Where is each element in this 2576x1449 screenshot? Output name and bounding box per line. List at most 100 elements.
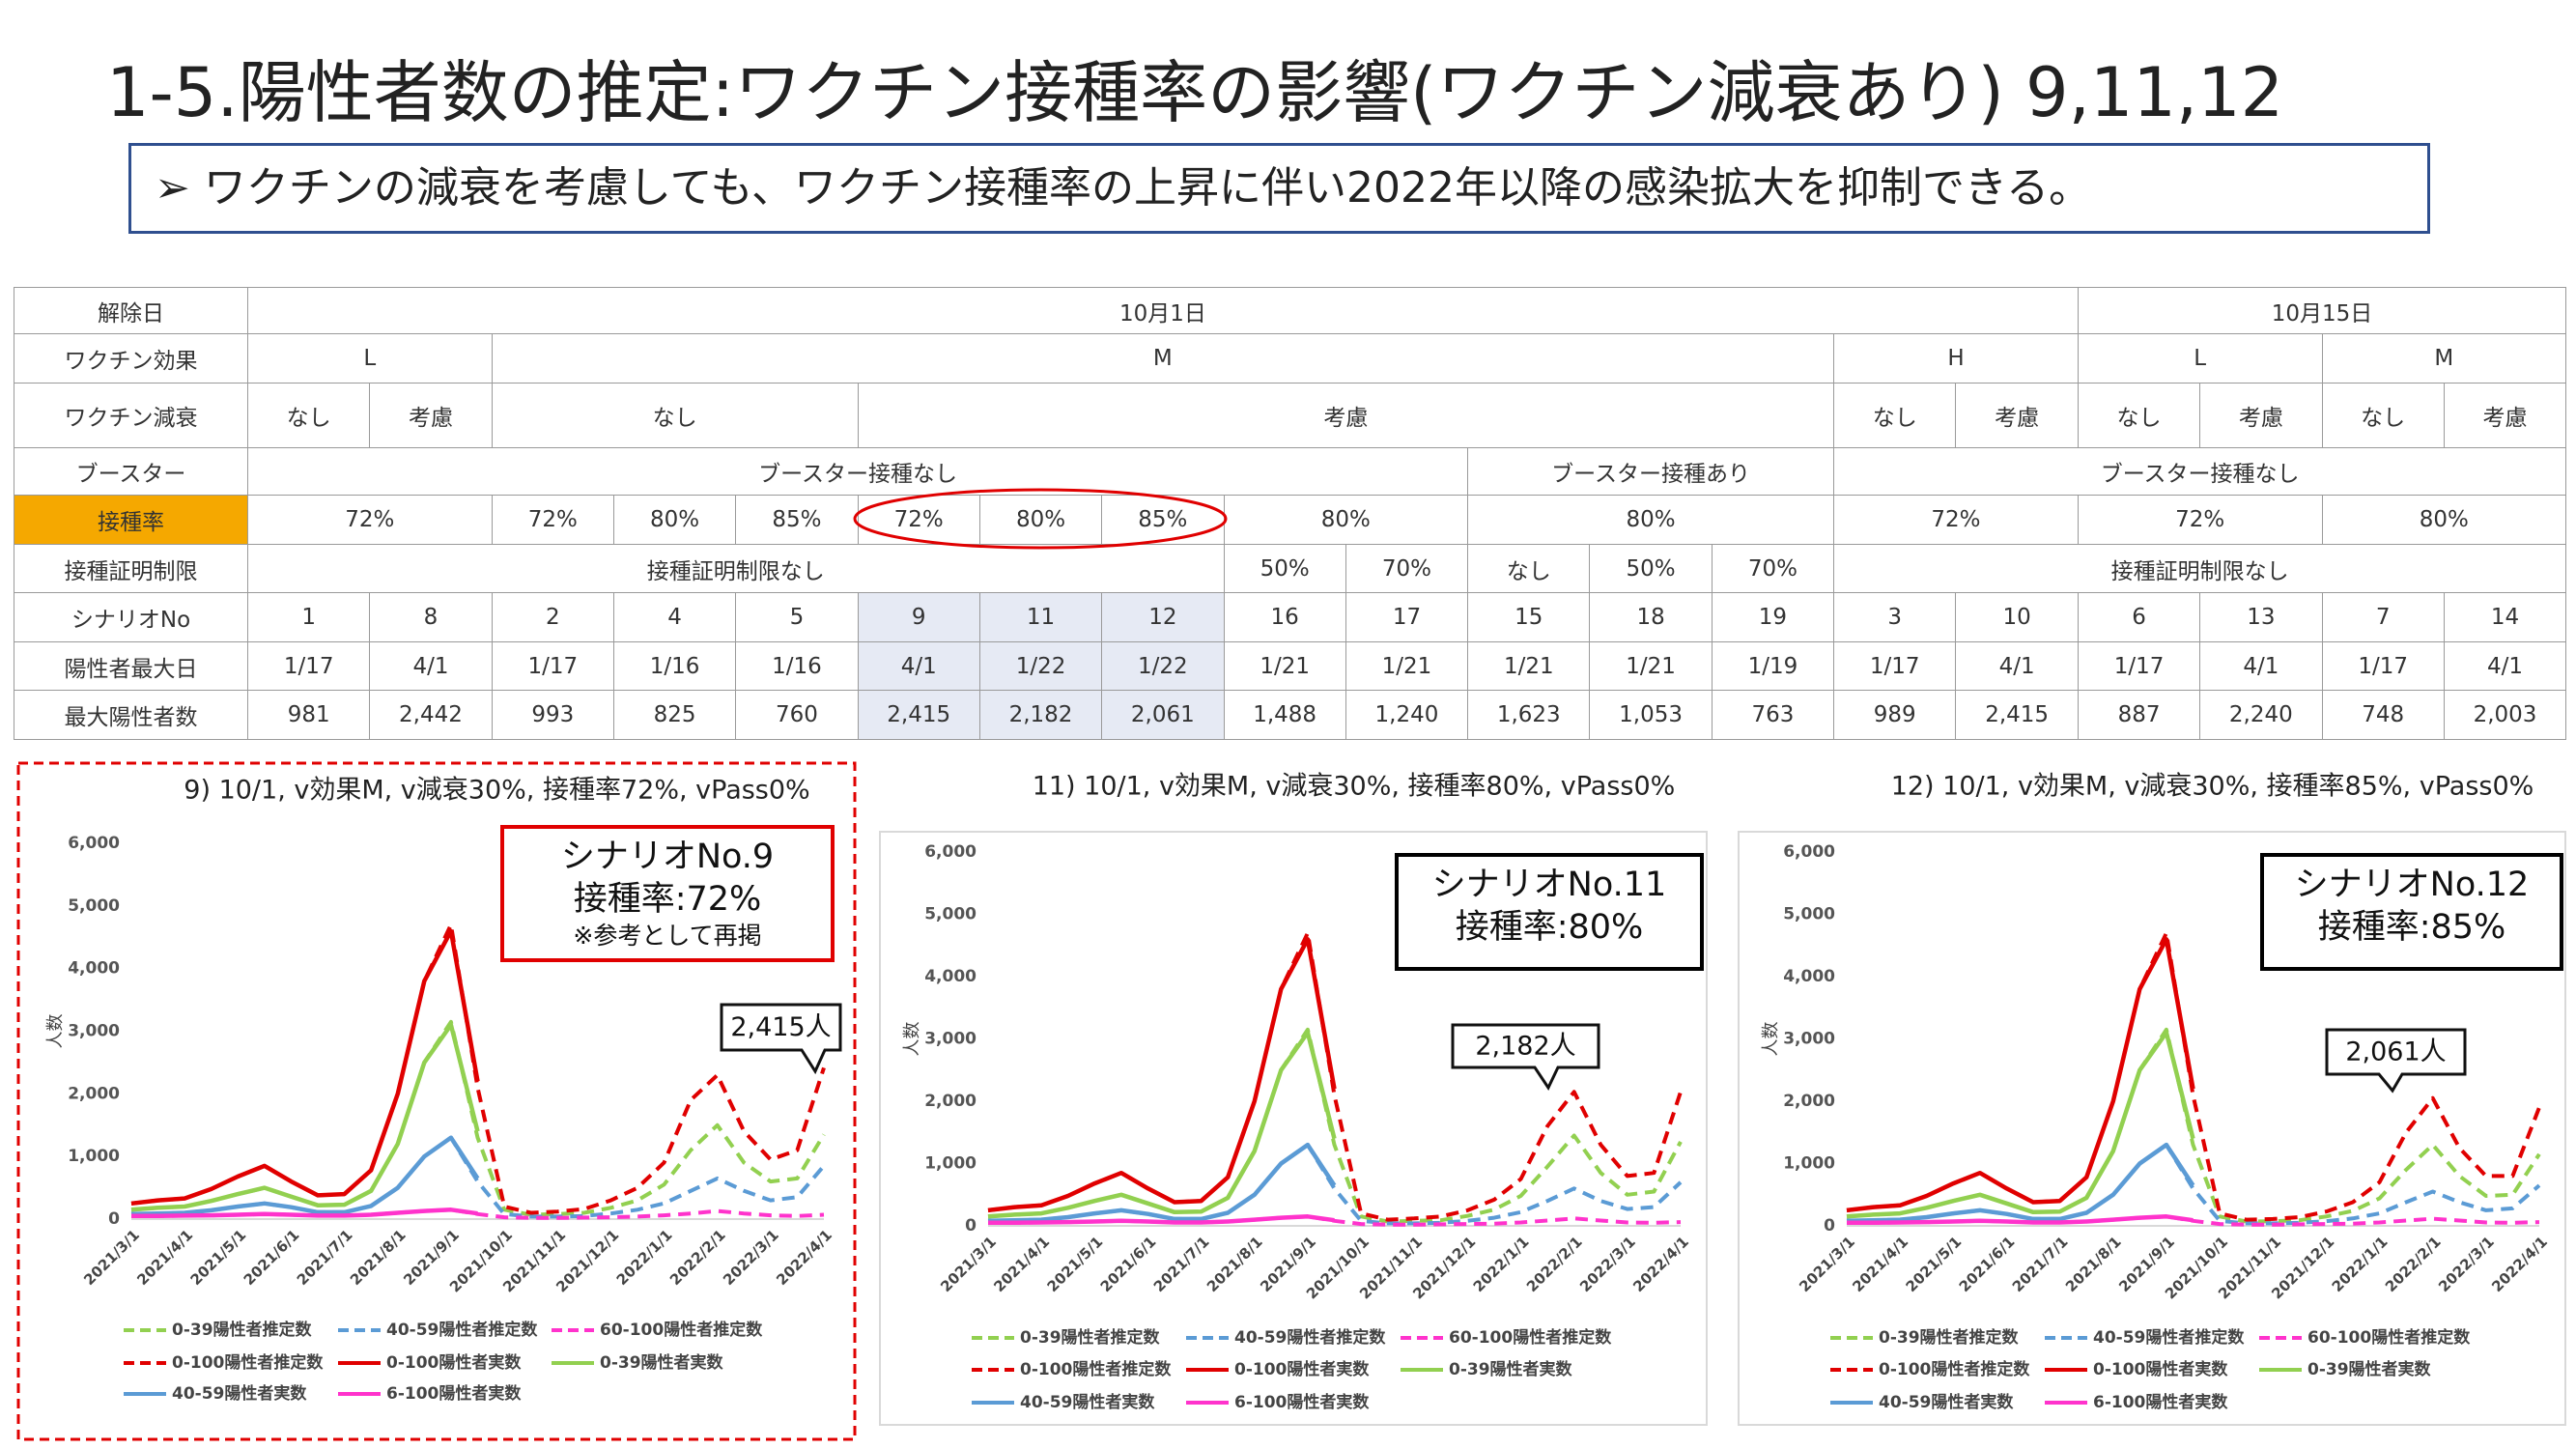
y-tick-label: 6,000	[924, 842, 977, 862]
table-cell: 2,240	[2199, 690, 2323, 740]
chart-panel: 12) 10/1, v効果M, v減衰30%, 接種率85%, vPass0% 人…	[1738, 772, 2566, 1426]
series-line	[987, 1027, 1683, 1224]
scenario-box-text: 接種率:72%	[574, 880, 762, 919]
x-tick-label: 2021/5/1	[187, 1226, 250, 1289]
table-cell: 1/16	[735, 641, 859, 691]
table-cell: 50%	[1223, 544, 1346, 593]
table-cell: 85%	[1101, 495, 1225, 545]
row-header: 接種証明制限	[14, 544, 248, 593]
x-tick-label: 2021/7/1	[294, 1226, 356, 1289]
legend-label: 0-100陽性者推定数	[1020, 1359, 1172, 1379]
x-tick-label: 2021/3/1	[1796, 1233, 1858, 1295]
table-cell: 80%	[1223, 495, 1469, 545]
x-tick-label: 2022/3/1	[2435, 1233, 2498, 1295]
callout-box	[720, 1003, 842, 1075]
y-tick-label: 2,000	[1783, 1092, 1835, 1111]
table-cell: なし	[2321, 383, 2445, 448]
x-tick-label: 2021/8/1	[347, 1226, 410, 1289]
x-tick-label: 2021/6/1	[1956, 1233, 2019, 1295]
legend-label: 0-100陽性者実数	[1234, 1359, 1370, 1379]
table-cell: 85%	[735, 495, 859, 545]
x-tick-label: 2022/3/1	[1576, 1233, 1639, 1295]
series-line	[130, 1019, 826, 1217]
legend-label: 60-100陽性者推定数	[2307, 1327, 2471, 1348]
y-tick-label: 4,000	[68, 959, 120, 979]
table-cell: 1,623	[1467, 690, 1591, 740]
table-row: 接種率 72% 72% 80% 85% 72% 80% 85% 80% 80% 72% 72% 80%	[14, 495, 2567, 545]
row-header: 接種率	[14, 495, 248, 545]
scenario-box-text: 接種率:80%	[1456, 908, 1644, 947]
legend-label: 0-100陽性者実数	[386, 1352, 522, 1373]
table-cell: ブースター接種あり	[1467, 447, 1835, 496]
panel-border	[879, 831, 1708, 1426]
y-axis-label: 人数	[902, 1022, 922, 1057]
series-line	[988, 1214, 1335, 1226]
series-line	[130, 1135, 480, 1217]
table-cell: 1/17	[1833, 641, 1957, 691]
series-line	[1846, 930, 2541, 1222]
series-line	[1846, 1030, 2195, 1219]
table-cell: 1/17	[2321, 641, 2445, 691]
y-tick-label: 2,000	[68, 1084, 120, 1103]
table-cell: 993	[491, 690, 614, 740]
table-cell: 1,488	[1223, 690, 1346, 740]
y-tick-label: 5,000	[924, 905, 977, 924]
table-cell: L	[247, 333, 493, 384]
table-cell: なし	[2077, 383, 2201, 448]
callout-text: 2,061人	[2345, 1037, 2446, 1067]
series-line	[1846, 1143, 2541, 1226]
row-header: ブースター	[14, 447, 248, 496]
table-cell: 1	[246, 592, 371, 642]
series-line	[987, 1143, 1683, 1226]
row-header: 解除日	[14, 287, 248, 334]
series-line	[131, 1208, 478, 1219]
series-line	[1847, 1214, 2540, 1227]
series-line	[131, 1208, 825, 1220]
table-cell: 考慮	[857, 383, 1835, 448]
table-cell: 748	[2321, 690, 2445, 740]
scenario-box	[500, 825, 835, 962]
table-cell: 760	[735, 690, 859, 740]
legend-label: 40-59陽性者推定数	[2093, 1327, 2245, 1348]
table-cell: 4/1	[857, 641, 980, 691]
row-header: 陽性者最大日	[14, 641, 248, 691]
y-tick-label: 3,000	[1783, 1030, 1835, 1049]
table-row: ワクチン効果 L M H L M	[14, 333, 2567, 384]
series-line	[987, 937, 1337, 1213]
table-row: 最大陽性者数 981 2,442 993 825 760 2,415 2,182 2,061 1,…	[14, 690, 2567, 740]
panel-border	[16, 761, 857, 1441]
series-line	[1846, 937, 2195, 1213]
table-cell: 18	[1589, 592, 1713, 642]
legend-label: 40-59陽性者実数	[172, 1383, 307, 1404]
scenario-box-text: シナリオNo.11	[1432, 866, 1667, 904]
y-tick-label: 6,000	[68, 834, 120, 853]
legend-label: 40-59陽性者推定数	[1234, 1327, 1386, 1348]
series-line	[130, 1022, 480, 1212]
x-tick-label: 2022/2/1	[1523, 1233, 1586, 1295]
table-cell: 考慮	[369, 383, 493, 448]
x-tick-label: 2021/7/1	[2009, 1233, 2072, 1295]
y-tick-label: 0	[965, 1216, 977, 1236]
table-cell: 887	[2077, 690, 2201, 740]
table-cell: 1/21	[1345, 641, 1469, 691]
chart-panel: 9) 10/1, v効果M, v減衰30%, 接種率72%, vPass0% 人数…	[16, 761, 857, 1441]
table-row: 陽性者最大日 1/17 4/1 1/17 1/16 1/16 4/1 1/22 1/22 1/21…	[14, 641, 2567, 691]
table-cell: 4/1	[1955, 641, 2079, 691]
y-tick-label: 1,000	[924, 1154, 977, 1174]
x-tick-label: 2021/4/1	[1849, 1233, 1911, 1295]
x-tick-label: 2021/3/1	[937, 1233, 1000, 1295]
y-tick-label: 3,000	[924, 1030, 977, 1049]
legend-label: 0-39陽性者実数	[2307, 1359, 2432, 1379]
table-cell: 15	[1467, 592, 1591, 642]
y-tick-label: 0	[1824, 1216, 1835, 1236]
table-cell: 1/21	[1467, 641, 1591, 691]
y-tick-label: 1,000	[68, 1147, 120, 1166]
y-tick-label: 4,000	[1783, 967, 1835, 986]
table-cell: 1/22	[978, 641, 1103, 691]
table-cell: 4/1	[369, 641, 493, 691]
callout-box	[2325, 1028, 2467, 1094]
chart-title: 11) 10/1, v効果M, v減衰30%, 接種率80%, vPass0%	[1033, 772, 1676, 802]
callout-text: 2,182人	[1475, 1032, 1575, 1062]
y-axis-label: 人数	[1761, 1022, 1781, 1057]
